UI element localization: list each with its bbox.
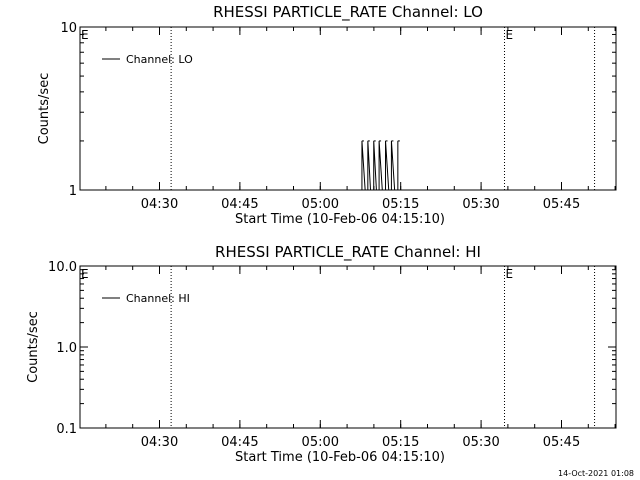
x-tick-label: 05:00 <box>302 197 339 212</box>
y-tick-label: 10.0 <box>48 260 77 275</box>
y-tick-label: 10 <box>60 21 77 36</box>
event-marker: E <box>506 267 514 281</box>
x-tick-label: 05:30 <box>462 197 499 212</box>
y-tick-label: 1.0 <box>56 341 77 356</box>
x-tick-label: 05:15 <box>382 197 419 212</box>
event-marker: E <box>81 28 89 42</box>
event-marker: E <box>81 267 89 281</box>
event-marker: E <box>506 28 514 42</box>
x-tick-label: 05:00 <box>302 435 339 450</box>
x-axis-label: Start Time (10-Feb-06 04:15:10) <box>235 212 445 227</box>
chart-title: RHESSI PARTICLE_RATE Channel: LO <box>213 3 483 22</box>
plot-frame <box>79 26 617 191</box>
x-tick-label: 04:45 <box>221 435 258 450</box>
x-tick-label: 04:30 <box>141 435 178 450</box>
plot-frame <box>79 265 617 429</box>
x-tick-label: 05:45 <box>543 435 580 450</box>
series-line <box>358 140 399 191</box>
chart-title: RHESSI PARTICLE_RATE Channel: HI <box>215 243 481 262</box>
x-axis-label: Start Time (10-Feb-06 04:15:10) <box>235 450 445 465</box>
x-tick-label: 04:45 <box>221 197 258 212</box>
y-axis-label: Counts/sec <box>26 311 41 383</box>
x-tick-label: 05:15 <box>382 435 419 450</box>
y-axis-label: Counts/sec <box>37 73 52 145</box>
x-tick-label: 05:45 <box>543 197 580 212</box>
x-tick-label: 04:30 <box>141 197 178 212</box>
chart-panel-1: RHESSI PARTICLE_RATE Channel: LO 1 10 04:30… <box>37 3 617 227</box>
y-tick-label: 1 <box>69 184 77 199</box>
legend-entry: Channel: LO <box>126 53 193 66</box>
chart-panel-2: RHESSI PARTICLE_RATE Channel: HI 0.1 1.0 10… <box>26 243 617 465</box>
y-tick-label: 0.1 <box>56 422 77 437</box>
generated-timestamp: 14-Oct-2021 01:08 <box>558 469 634 478</box>
x-tick-label: 05:30 <box>462 435 499 450</box>
legend-entry: Channel: HI <box>126 292 190 305</box>
